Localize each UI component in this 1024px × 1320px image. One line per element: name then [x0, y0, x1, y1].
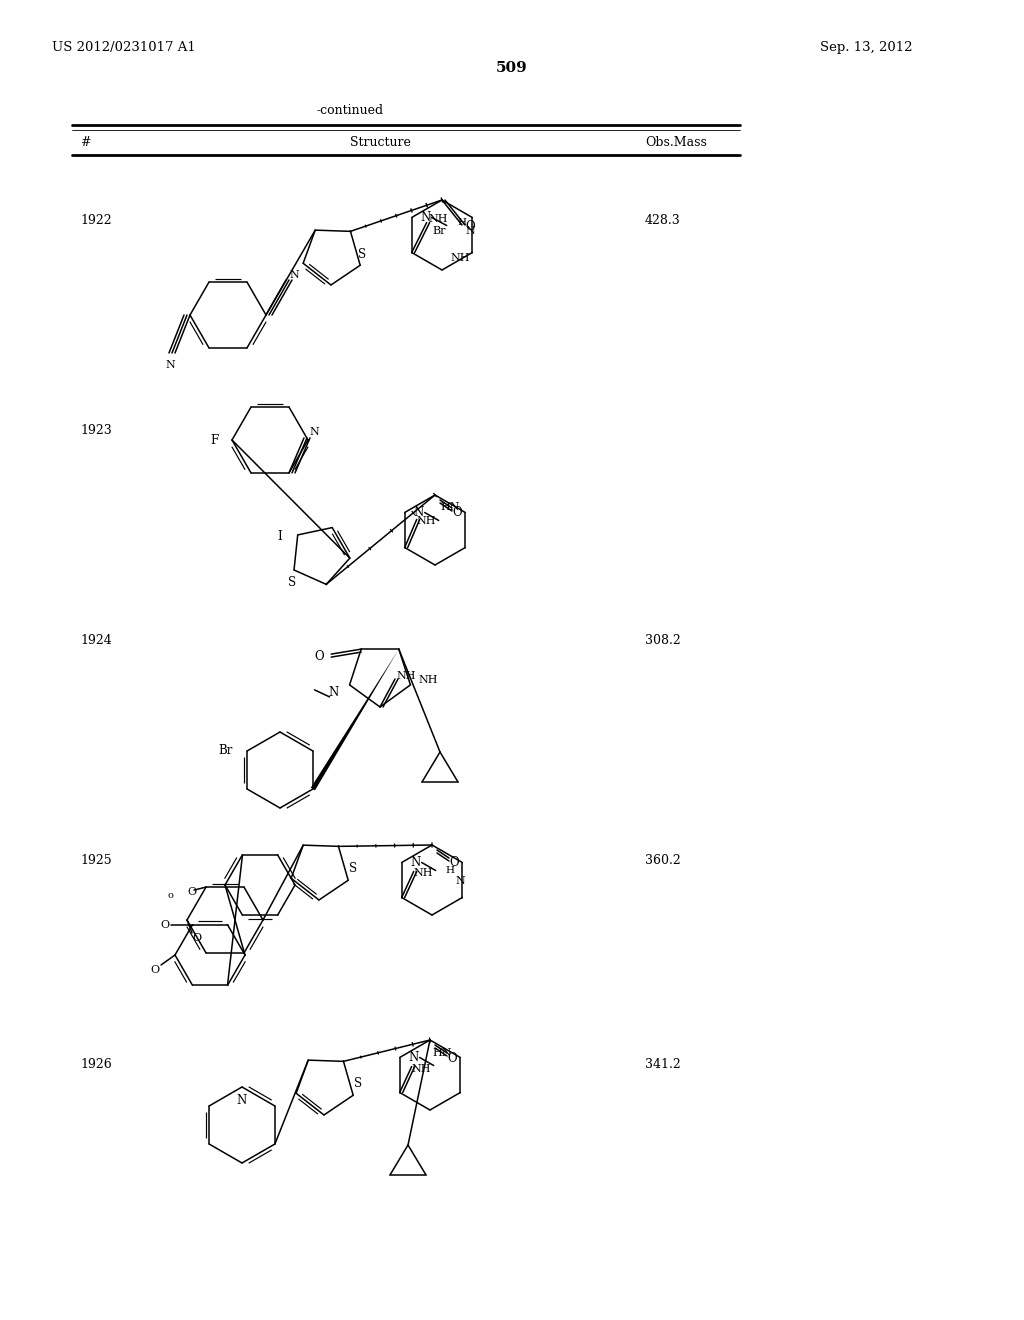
Text: NH: NH [396, 671, 416, 681]
Text: O: O [447, 1052, 457, 1064]
Text: N: N [466, 226, 475, 235]
Text: H: H [458, 218, 467, 227]
Text: N: N [165, 360, 175, 370]
Text: 1923: 1923 [80, 424, 112, 437]
Text: 341.2: 341.2 [645, 1059, 681, 1072]
Text: Sep. 13, 2012: Sep. 13, 2012 [820, 41, 912, 54]
Text: HN: HN [432, 1048, 452, 1057]
Text: NH: NH [451, 253, 470, 263]
Text: N: N [456, 875, 465, 886]
Text: Br: Br [218, 744, 232, 758]
Text: H: H [445, 866, 455, 875]
Text: N: N [237, 1094, 247, 1107]
Text: N: N [411, 855, 421, 869]
Text: 308.2: 308.2 [645, 634, 681, 647]
Text: 1926: 1926 [80, 1059, 112, 1072]
Text: O: O [453, 507, 462, 520]
Text: N: N [289, 271, 299, 280]
Text: NH: NH [414, 869, 433, 879]
Text: NH: NH [412, 1064, 431, 1073]
Text: O: O [314, 649, 324, 663]
Text: US 2012/0231017 A1: US 2012/0231017 A1 [52, 41, 196, 54]
Text: S: S [358, 248, 367, 261]
Text: O: O [465, 220, 475, 234]
Text: Br: Br [432, 226, 445, 236]
Text: Structure: Structure [349, 136, 411, 149]
Text: S: S [288, 576, 296, 589]
Text: HN: HN [440, 503, 460, 512]
Text: O: O [160, 920, 169, 929]
Text: -continued: -continued [316, 103, 384, 116]
Text: NH: NH [429, 214, 449, 223]
Text: #: # [80, 136, 90, 149]
Text: N: N [409, 1051, 419, 1064]
Text: 428.3: 428.3 [645, 214, 681, 227]
Text: NH: NH [417, 516, 436, 527]
Text: N: N [414, 506, 424, 519]
Text: 1922: 1922 [80, 214, 112, 227]
Text: I: I [278, 531, 282, 544]
Text: O: O [151, 965, 160, 975]
Text: N: N [329, 686, 339, 700]
Text: NH: NH [419, 675, 438, 685]
Text: O: O [193, 933, 202, 942]
Text: 360.2: 360.2 [645, 854, 681, 866]
Text: F: F [210, 433, 218, 446]
Text: N: N [309, 426, 318, 437]
Text: S: S [354, 1077, 362, 1090]
Text: o: o [167, 891, 173, 900]
Polygon shape [310, 649, 398, 791]
Text: Obs.Mass: Obs.Mass [645, 136, 707, 149]
Text: 1924: 1924 [80, 634, 112, 647]
Text: 509: 509 [496, 61, 528, 75]
Text: S: S [349, 862, 357, 875]
Text: 1925: 1925 [80, 854, 112, 866]
Text: O: O [187, 887, 197, 898]
Text: N: N [421, 211, 431, 224]
Text: O: O [450, 857, 459, 870]
